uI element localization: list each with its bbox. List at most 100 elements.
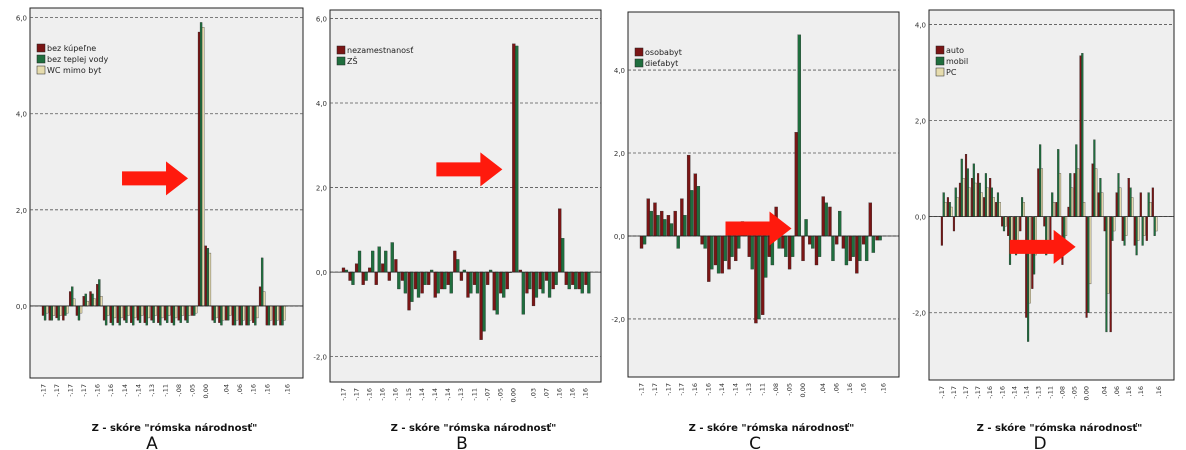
bar-maroon xyxy=(686,154,691,237)
bar-green xyxy=(247,305,250,326)
bar-maroon xyxy=(184,305,187,321)
bar-maroon xyxy=(374,271,378,285)
bar-green xyxy=(152,305,155,323)
bar-green xyxy=(960,158,963,217)
bar-green xyxy=(942,192,945,217)
bar-green xyxy=(57,305,60,321)
plot-area xyxy=(329,9,602,383)
bar-green xyxy=(541,271,545,294)
bar-green xyxy=(1039,144,1042,217)
bar-maroon xyxy=(855,235,859,274)
bar-maroon xyxy=(1025,216,1028,318)
y-tick-label: 2,0 xyxy=(316,185,327,193)
bar-maroon xyxy=(238,305,241,326)
bar-maroon xyxy=(848,235,852,262)
bar-beige xyxy=(950,206,953,217)
bar-green xyxy=(737,235,741,249)
x-axis-title: Z - skóre "rómska národnosť" xyxy=(92,422,258,434)
bar-green xyxy=(449,271,453,294)
bar-green xyxy=(199,22,203,307)
bar-beige xyxy=(968,187,971,217)
bar-beige xyxy=(134,305,137,319)
legend-label: mobil xyxy=(946,57,968,66)
x-tick-label: ,07 xyxy=(542,388,550,398)
bar-green xyxy=(179,305,182,323)
bar-maroon xyxy=(420,271,424,294)
bar-beige xyxy=(229,305,232,316)
bar-green xyxy=(364,271,368,281)
bar-green xyxy=(482,271,486,332)
bar-beige xyxy=(113,305,117,319)
bar-green xyxy=(186,305,189,323)
y-tick-label: 2,0 xyxy=(16,207,27,215)
y-tick-label: 0,0 xyxy=(614,233,625,241)
bar-maroon xyxy=(505,271,509,290)
bar-maroon xyxy=(62,305,65,321)
bar-maroon xyxy=(1133,216,1136,246)
bar-beige xyxy=(127,305,130,316)
x-tick-label: ,16 xyxy=(1125,386,1133,396)
bar-green xyxy=(838,210,842,237)
bar-green xyxy=(384,250,388,273)
bar-green xyxy=(683,215,687,237)
bar-green xyxy=(145,305,148,326)
bar-beige xyxy=(1107,216,1110,294)
legend-swatch xyxy=(336,45,346,55)
bar-green xyxy=(663,219,667,237)
legend-label: osobabyt xyxy=(645,48,682,57)
bar-maroon xyxy=(794,132,798,237)
bar-maroon xyxy=(433,271,437,298)
bar-green xyxy=(443,271,447,290)
bar-beige xyxy=(974,182,977,217)
bar-beige xyxy=(1058,173,1062,217)
bar-beige xyxy=(168,305,171,316)
bar-green xyxy=(233,305,237,326)
x-tick-label: -,17 xyxy=(80,384,88,397)
bar-green xyxy=(858,235,862,262)
bar-beige xyxy=(66,305,69,314)
bar-beige xyxy=(276,305,279,321)
bar-maroon xyxy=(787,235,792,270)
x-tick-label: -,17 xyxy=(67,384,75,397)
x-tick-label: ,06 xyxy=(833,383,841,393)
bar-maroon xyxy=(660,210,664,237)
bar-maroon xyxy=(713,235,718,266)
x-tick-label: -,17 xyxy=(974,386,982,399)
bar-maroon xyxy=(868,202,872,237)
bar-beige xyxy=(1155,216,1158,232)
legend-label: nezamestnanosť xyxy=(347,46,413,55)
bar-maroon xyxy=(512,43,516,273)
bar-maroon xyxy=(143,305,146,323)
bar-maroon xyxy=(1019,216,1022,232)
x-tick-label: -,17 xyxy=(637,383,645,396)
x-axis-title: Z - skóre "rómska národnosť" xyxy=(391,422,557,434)
x-tick-label: -,14 xyxy=(134,384,142,397)
x-tick-label: -,16 xyxy=(986,386,994,399)
legend-swatch xyxy=(935,67,945,77)
bar-beige xyxy=(181,305,184,316)
y-tick-label: 0,0 xyxy=(915,214,926,222)
x-tick-label: ,16 xyxy=(880,383,888,393)
bar-green xyxy=(996,192,1000,217)
x-tick-label: -,14 xyxy=(121,384,129,397)
bar-beige xyxy=(147,305,151,319)
bar-maroon xyxy=(727,235,731,270)
bar-maroon xyxy=(102,305,106,321)
bar-maroon xyxy=(394,259,398,273)
bar-maroon xyxy=(48,305,51,321)
bar-green xyxy=(193,305,196,316)
bar-green xyxy=(984,173,987,217)
bar-green xyxy=(172,305,176,326)
bar-green xyxy=(554,271,558,285)
x-tick-label: ,16 xyxy=(556,388,564,398)
x-tick-label: 0,00 xyxy=(202,384,210,398)
highlight-arrow xyxy=(122,161,189,196)
bar-green xyxy=(390,242,394,273)
bar-maroon xyxy=(970,178,974,217)
y-tick-label: 4,0 xyxy=(614,67,625,75)
bar-maroon xyxy=(1001,216,1004,227)
bar-green xyxy=(84,293,87,307)
legend-label: PC xyxy=(946,68,957,77)
bar-maroon xyxy=(361,271,365,285)
bar-green xyxy=(104,305,108,326)
